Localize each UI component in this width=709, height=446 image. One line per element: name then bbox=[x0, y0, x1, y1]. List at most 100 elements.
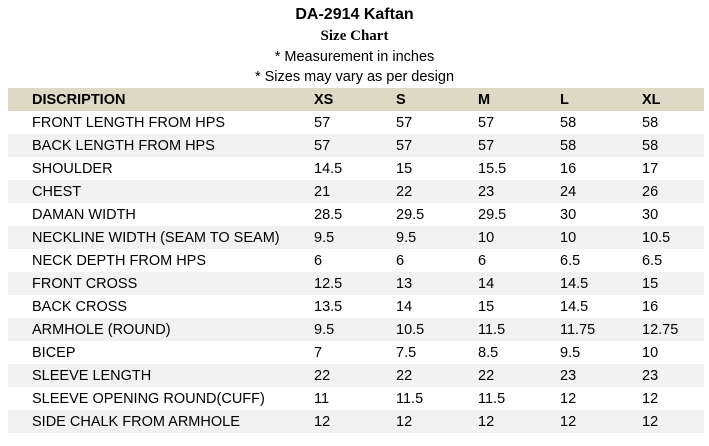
s-cell: 57 bbox=[396, 137, 413, 154]
l-cell: 24 bbox=[560, 183, 577, 200]
xs-cell: 28.5 bbox=[314, 206, 343, 223]
xs-cell: 9.5 bbox=[314, 229, 335, 246]
m-cell: 23 bbox=[478, 183, 495, 200]
xs-cell: 7 bbox=[314, 344, 323, 361]
m-cell: 15 bbox=[478, 298, 495, 315]
xl-cell: 15 bbox=[642, 275, 659, 292]
xl-cell: 10 bbox=[642, 344, 659, 361]
s-cell: 11.5 bbox=[396, 390, 424, 407]
xl-cell: 30 bbox=[642, 206, 659, 223]
s-cell: 22 bbox=[396, 183, 413, 200]
s-cell: 22 bbox=[396, 367, 413, 384]
l-cell: 11.75 bbox=[560, 321, 596, 338]
s-cell: 14 bbox=[396, 298, 413, 315]
m-cell: 11.5 bbox=[478, 390, 506, 407]
description-cell: DAMAN WIDTH bbox=[32, 206, 136, 223]
description-cell: SLEEVE OPENING ROUND(CUFF) bbox=[32, 390, 265, 407]
xl-cell: 17 bbox=[642, 160, 659, 177]
column-header-s: S bbox=[396, 91, 406, 108]
xs-cell: 9.5 bbox=[314, 321, 335, 338]
xl-cell: 12 bbox=[642, 390, 659, 407]
description-cell: SIDE CHALK FROM ARMHOLE bbox=[32, 413, 240, 430]
description-cell: NECKLINE WIDTH (SEAM TO SEAM) bbox=[32, 229, 280, 246]
table-row: ARMHOLE (ROUND) 9.5 10.5 11.5 11.75 12.75 bbox=[8, 318, 704, 341]
description-cell: BACK LENGTH FROM HPS bbox=[32, 137, 215, 154]
xs-cell: 11 bbox=[314, 390, 330, 407]
xs-cell: 12 bbox=[314, 413, 331, 430]
table-row: BICEP 7 7.5 8.5 9.5 10 bbox=[8, 341, 704, 364]
l-cell: 6.5 bbox=[560, 252, 581, 269]
m-cell: 11.5 bbox=[478, 321, 506, 338]
m-cell: 14 bbox=[478, 275, 495, 292]
table-row: SHOULDER 14.5 15 15.5 16 17 bbox=[8, 157, 704, 180]
xl-cell: 12 bbox=[642, 413, 659, 430]
table-row: SLEEVE LENGTH 22 22 22 23 23 bbox=[8, 364, 704, 387]
s-cell: 57 bbox=[396, 114, 413, 131]
l-cell: 58 bbox=[560, 114, 577, 131]
column-header-description: DISCRIPTION bbox=[32, 91, 126, 108]
s-cell: 12 bbox=[396, 413, 413, 430]
column-header-xs: XS bbox=[314, 91, 334, 108]
l-cell: 9.5 bbox=[560, 344, 581, 361]
m-cell: 12 bbox=[478, 413, 495, 430]
description-cell: SLEEVE LENGTH bbox=[32, 367, 152, 384]
table-row: FRONT LENGTH FROM HPS 57 57 57 58 58 bbox=[8, 111, 704, 134]
xs-cell: 12.5 bbox=[314, 275, 343, 292]
m-cell: 8.5 bbox=[478, 344, 499, 361]
l-cell: 58 bbox=[560, 137, 577, 154]
table-row: NECKLINE WIDTH (SEAM TO SEAM) 9.5 9.5 10 10 1… bbox=[8, 226, 704, 249]
sizes-note: * Sizes may vary as per design bbox=[254, 69, 455, 85]
description-cell: NECK DEPTH FROM HPS bbox=[32, 252, 207, 269]
m-cell: 29.5 bbox=[478, 206, 507, 223]
l-cell: 16 bbox=[560, 160, 577, 177]
description-cell: ARMHOLE (ROUND) bbox=[32, 321, 171, 338]
page-title: DA-2914 Kaftan bbox=[295, 6, 414, 23]
description-cell: FRONT CROSS bbox=[32, 275, 138, 292]
s-cell: 13 bbox=[396, 275, 413, 292]
xs-cell: 57 bbox=[314, 114, 331, 131]
size-chart-table: DISCRIPTION XS S M L XL FRONT LENGTH FRO… bbox=[8, 88, 704, 433]
xl-cell: 10.5 bbox=[642, 229, 671, 246]
s-cell: 9.5 bbox=[396, 229, 417, 246]
l-cell: 12 bbox=[560, 390, 577, 407]
xs-cell: 6 bbox=[314, 252, 323, 269]
l-cell: 12 bbox=[560, 413, 577, 430]
xs-cell: 21 bbox=[314, 183, 331, 200]
xl-cell: 6.5 bbox=[642, 252, 663, 269]
measurement-note: * Measurement in inches bbox=[274, 49, 435, 65]
xs-cell: 14.5 bbox=[314, 160, 343, 177]
m-cell: 57 bbox=[478, 137, 495, 154]
m-cell: 10 bbox=[478, 229, 495, 246]
table-header-row: DISCRIPTION XS S M L XL bbox=[8, 88, 704, 111]
l-cell: 23 bbox=[560, 367, 577, 384]
m-cell: 15.5 bbox=[478, 160, 507, 177]
l-cell: 10 bbox=[560, 229, 577, 246]
xs-cell: 22 bbox=[314, 367, 331, 384]
table-row: DAMAN WIDTH 28.5 29.5 29.5 30 30 bbox=[8, 203, 704, 226]
table-row: CHEST 21 22 23 24 26 bbox=[8, 180, 704, 203]
description-cell: CHEST bbox=[32, 183, 82, 200]
xl-cell: 23 bbox=[642, 367, 659, 384]
column-header-m: M bbox=[478, 91, 491, 108]
m-cell: 6 bbox=[478, 252, 487, 269]
xl-cell: 26 bbox=[642, 183, 659, 200]
l-cell: 14.5 bbox=[560, 275, 589, 292]
xs-cell: 57 bbox=[314, 137, 331, 154]
xl-cell: 12.75 bbox=[642, 321, 679, 338]
table-row: FRONT CROSS 12.5 13 14 14.5 15 bbox=[8, 272, 704, 295]
xl-cell: 16 bbox=[642, 298, 659, 315]
l-cell: 14.5 bbox=[560, 298, 589, 315]
s-cell: 10.5 bbox=[396, 321, 425, 338]
description-cell: SHOULDER bbox=[32, 160, 113, 177]
column-header-xl: XL bbox=[642, 91, 661, 108]
description-cell: BICEP bbox=[32, 344, 76, 361]
s-cell: 6 bbox=[396, 252, 405, 269]
table-row: BACK CROSS 13.5 14 15 14.5 16 bbox=[8, 295, 704, 318]
s-cell: 7.5 bbox=[396, 344, 417, 361]
table-row: SLEEVE OPENING ROUND(CUFF) 11 11.5 11.5 12 12 bbox=[8, 387, 704, 410]
xs-cell: 13.5 bbox=[314, 298, 343, 315]
table-body: FRONT LENGTH FROM HPS 57 57 57 58 58 BACK LENG… bbox=[8, 111, 704, 433]
m-cell: 22 bbox=[478, 367, 495, 384]
m-cell: 57 bbox=[478, 114, 495, 131]
table-row: SIDE CHALK FROM ARMHOLE 12 12 12 12 12 bbox=[8, 410, 704, 433]
